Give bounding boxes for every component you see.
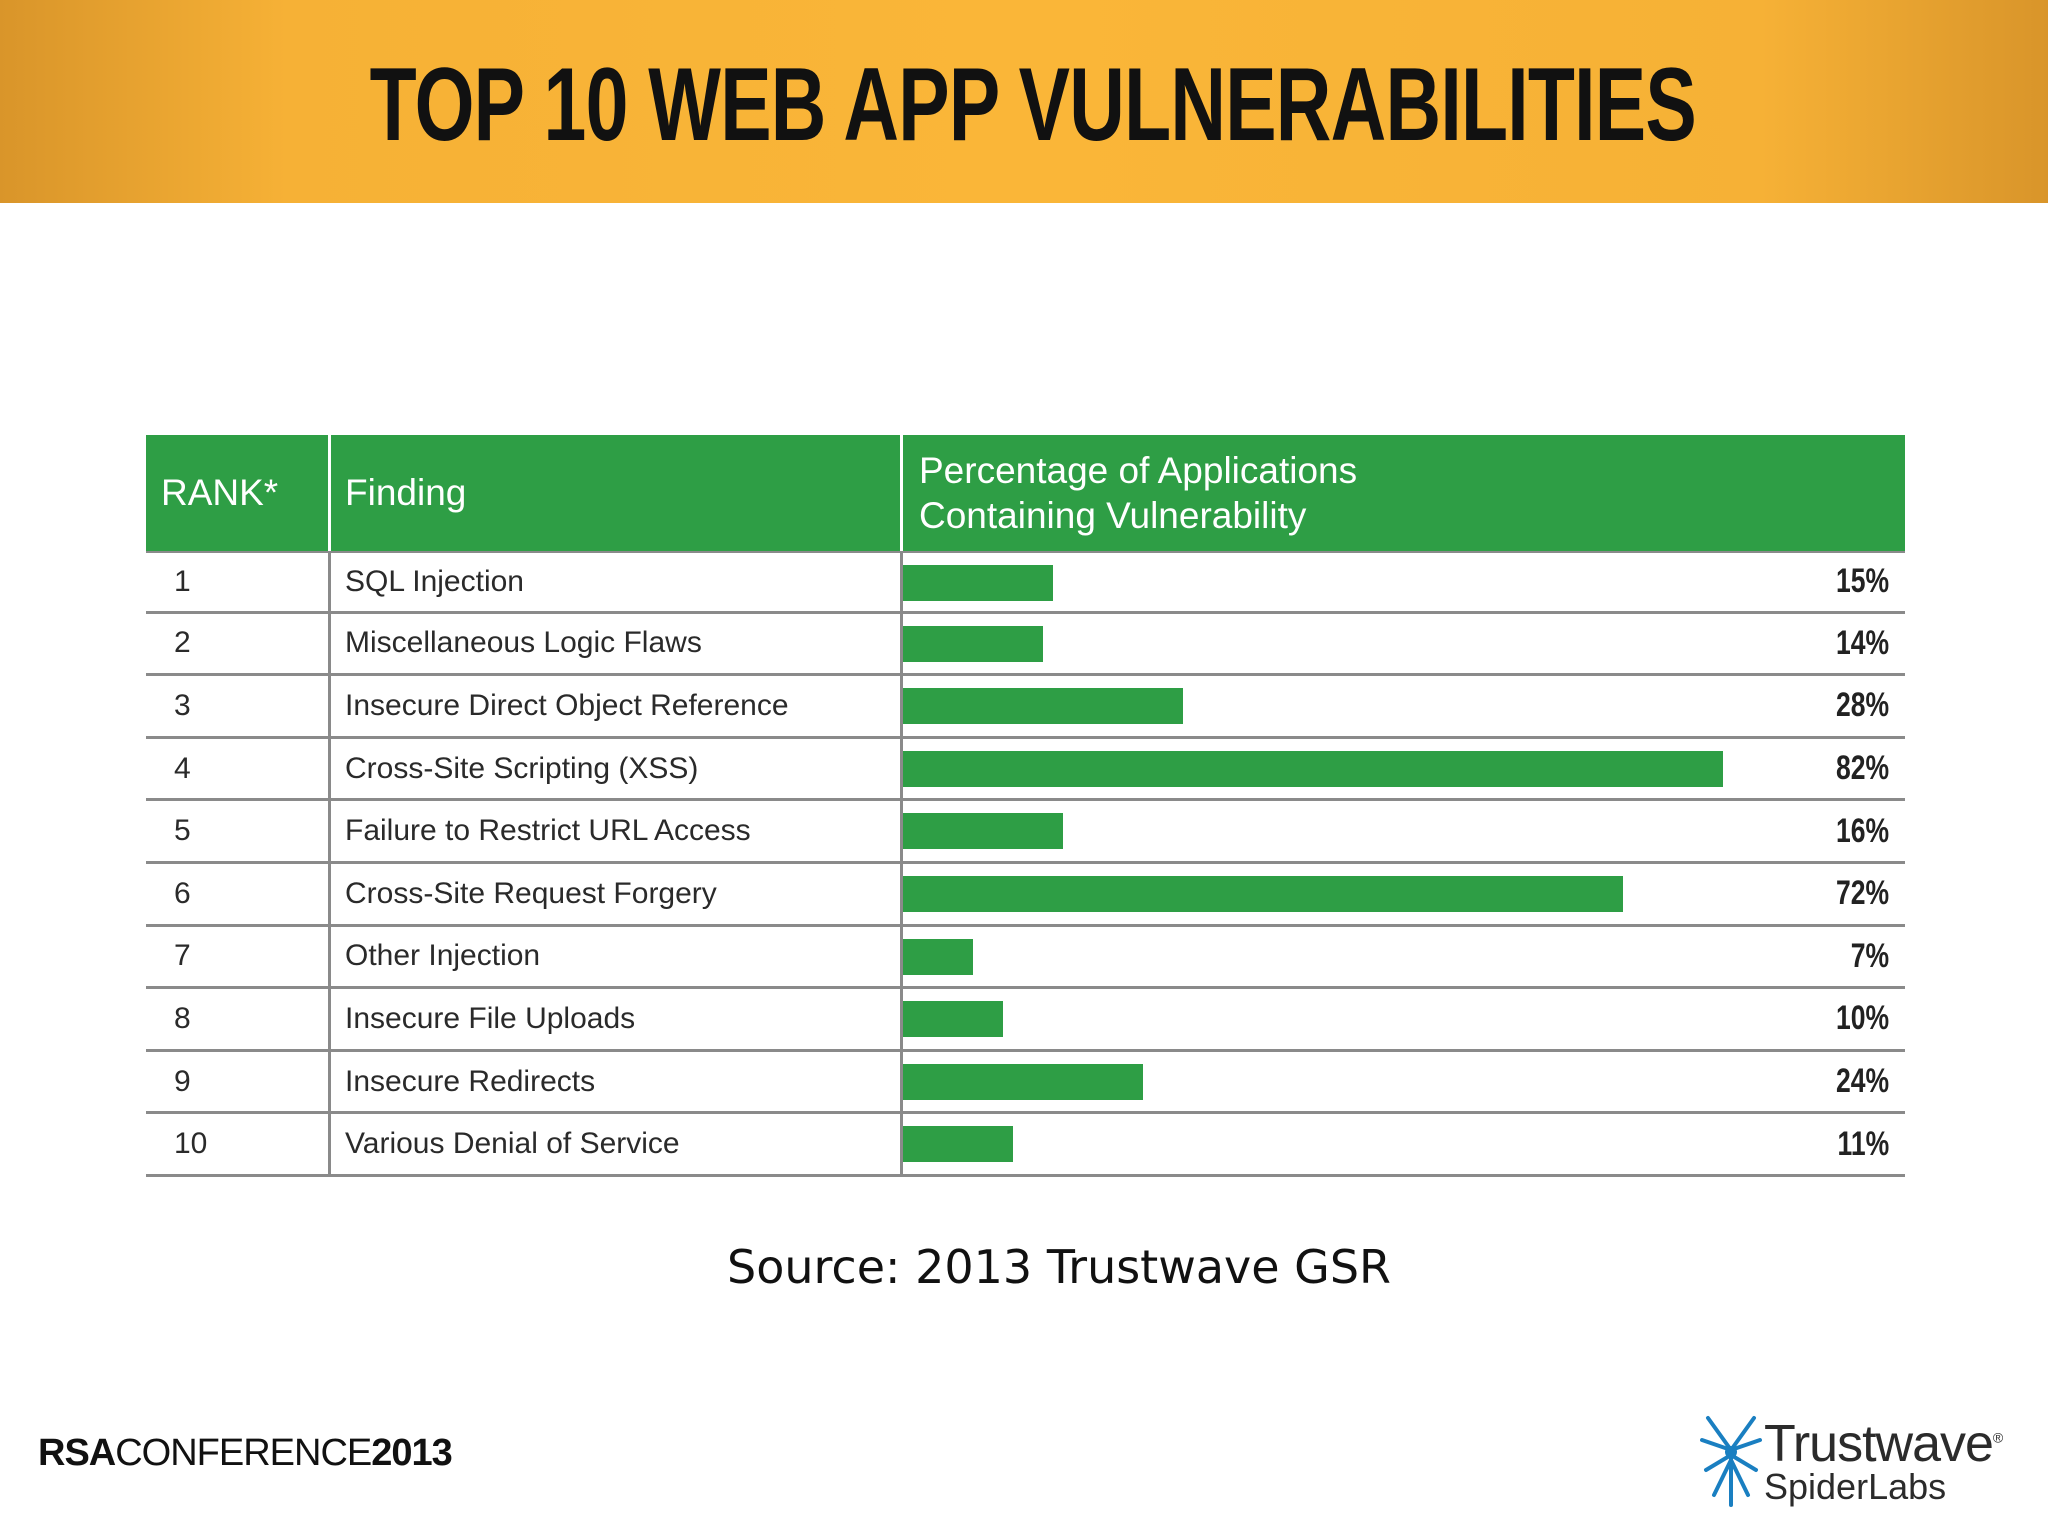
column-divider — [900, 863, 903, 924]
table-body: 1 SQL Injection 15% 2 Miscellaneous Logic Fl… — [146, 551, 1905, 1177]
rank-cell: 1 — [174, 564, 191, 598]
percentage-label: 14% — [1835, 623, 1889, 662]
rank-cell: 6 — [174, 876, 191, 910]
column-divider — [900, 738, 903, 799]
trustwave-logo: Trustwave® SpiderLabs — [1700, 1410, 2020, 1510]
percentage-bar — [903, 1001, 1003, 1038]
table-row: 10 Various Denial of Service 11% — [146, 1114, 1905, 1177]
title-band — [0, 0, 2048, 203]
trustwave-wordmark: Trustwave® — [1764, 1415, 2003, 1473]
rsa-brand-bold: RSA — [38, 1432, 116, 1474]
source-caption: Source: 2013 Trustwave GSR — [727, 1240, 1391, 1294]
column-divider — [900, 926, 903, 987]
rank-cell: 2 — [174, 626, 191, 660]
column-divider — [328, 801, 331, 861]
table-row: 1 SQL Injection 15% — [146, 551, 1905, 614]
header-percentage-line1: Percentage of Applications — [919, 450, 1358, 491]
finding-cell: Insecure File Uploads — [345, 1001, 636, 1035]
percentage-bar — [903, 1126, 1013, 1163]
table-row: 4 Cross-Site Scripting (XSS) 82% — [146, 738, 1905, 802]
percentage-label: 28% — [1835, 686, 1889, 725]
table-row: 8 Insecure File Uploads 10% — [146, 989, 1905, 1052]
table-row: 9 Insecure Redirects 24% — [146, 1051, 1905, 1115]
slide-title: TOP 10 WEB APP VULNERABILITIES — [369, 47, 1697, 163]
rank-cell: 3 — [174, 688, 191, 722]
finding-cell: Miscellaneous Logic Flaws — [345, 626, 702, 660]
column-divider — [328, 676, 331, 736]
column-divider — [900, 553, 903, 611]
rank-cell: 4 — [174, 751, 191, 785]
rank-cell: 10 — [174, 1127, 208, 1161]
percentage-bar — [903, 1063, 1143, 1100]
spiderlabs-wordmark: SpiderLabs — [1764, 1466, 1947, 1507]
rank-cell: 9 — [174, 1064, 191, 1098]
percentage-label: 72% — [1835, 874, 1889, 913]
rsa-conference-logo: RSACONFERENCE2013 — [38, 1432, 453, 1475]
column-divider — [900, 1051, 903, 1112]
table-row: 3 Insecure Direct Object Reference 28% — [146, 676, 1905, 739]
percentage-label: 16% — [1835, 811, 1889, 850]
table-row: 7 Other Injection 7% — [146, 926, 1905, 990]
rsa-brand-regular: CONFERENCE — [115, 1432, 372, 1474]
column-divider — [328, 553, 331, 611]
table-header: RANK* Finding Percentage of Applications… — [146, 435, 1905, 551]
finding-cell: Insecure Direct Object Reference — [345, 688, 789, 722]
column-divider — [900, 801, 903, 861]
header-percentage: Percentage of Applications Containing Vu… — [919, 435, 1357, 551]
column-divider — [900, 1114, 903, 1174]
finding-cell: Other Injection — [345, 939, 541, 973]
rsa-year: 2013 — [371, 1432, 453, 1474]
finding-cell: Insecure Redirects — [345, 1064, 596, 1098]
finding-cell: Various Denial of Service — [345, 1127, 680, 1161]
table-row: 5 Failure to Restrict URL Access 16% — [146, 801, 1905, 864]
table-row: 6 Cross-Site Request Forgery 72% — [146, 863, 1905, 927]
percentage-label: 7% — [1850, 936, 1889, 975]
column-divider — [328, 1051, 331, 1112]
column-divider — [328, 1114, 331, 1174]
column-divider — [900, 613, 903, 674]
percentage-bar — [903, 688, 1183, 725]
header-rank: RANK* — [161, 472, 279, 513]
header-percentage-line2: Containing Vulnerability — [919, 495, 1307, 536]
percentage-label: 11% — [1837, 1124, 1889, 1163]
column-divider — [328, 926, 331, 987]
finding-cell: Cross-Site Scripting (XSS) — [345, 751, 699, 785]
rank-cell: 8 — [174, 1001, 191, 1035]
column-divider — [328, 989, 331, 1049]
percentage-label: 10% — [1835, 999, 1889, 1038]
rank-cell: 5 — [174, 814, 191, 848]
finding-cell: Failure to Restrict URL Access — [345, 814, 751, 848]
column-divider — [328, 613, 331, 674]
registered-mark: ® — [1992, 1429, 2003, 1446]
column-divider — [328, 738, 331, 799]
header-divider — [900, 435, 903, 551]
header-finding: Finding — [345, 472, 467, 513]
percentage-label: 15% — [1835, 562, 1889, 601]
finding-cell: SQL Injection — [345, 564, 524, 598]
percentage-bar — [903, 875, 1623, 912]
percentage-bar — [903, 813, 1063, 850]
percentage-bar — [903, 938, 973, 975]
percentage-bar — [903, 750, 1723, 787]
vulnerability-table: RANK* Finding Percentage of Applications… — [146, 435, 1905, 1177]
header-divider — [328, 435, 331, 551]
percentage-label: 24% — [1835, 1062, 1889, 1101]
column-divider — [900, 989, 903, 1049]
percentage-label: 82% — [1835, 749, 1889, 788]
percentage-bar — [903, 565, 1053, 601]
table-row: 2 Miscellaneous Logic Flaws 14% — [146, 613, 1905, 677]
column-divider — [900, 676, 903, 736]
percentage-bar — [903, 625, 1043, 662]
rank-cell: 7 — [174, 939, 191, 973]
finding-cell: Cross-Site Request Forgery — [345, 876, 717, 910]
column-divider — [328, 863, 331, 924]
spider-icon — [1700, 1416, 1762, 1507]
